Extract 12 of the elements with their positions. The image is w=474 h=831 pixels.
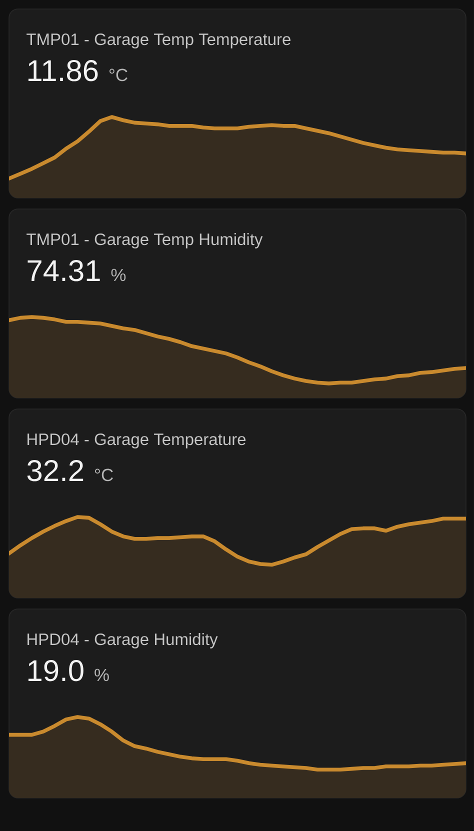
text: % xyxy=(94,668,109,682)
chart-title: HPD04 - Garage Temperature xyxy=(28,433,246,448)
text: 32.2 xyxy=(27,460,84,482)
text: 19.0 xyxy=(28,660,84,682)
chart-title: TMP01 - Garage Temp Humidity xyxy=(26,233,263,248)
text: % xyxy=(111,268,126,282)
text: 74.31 xyxy=(28,260,100,282)
text: 11.86 xyxy=(28,60,98,82)
text: °C xyxy=(109,68,128,82)
chart-title: HPD04 - Garage Humidity xyxy=(28,633,218,648)
chart-title: TMP01 - Garage Temp Temperature xyxy=(26,33,290,48)
text: °C xyxy=(95,468,113,482)
